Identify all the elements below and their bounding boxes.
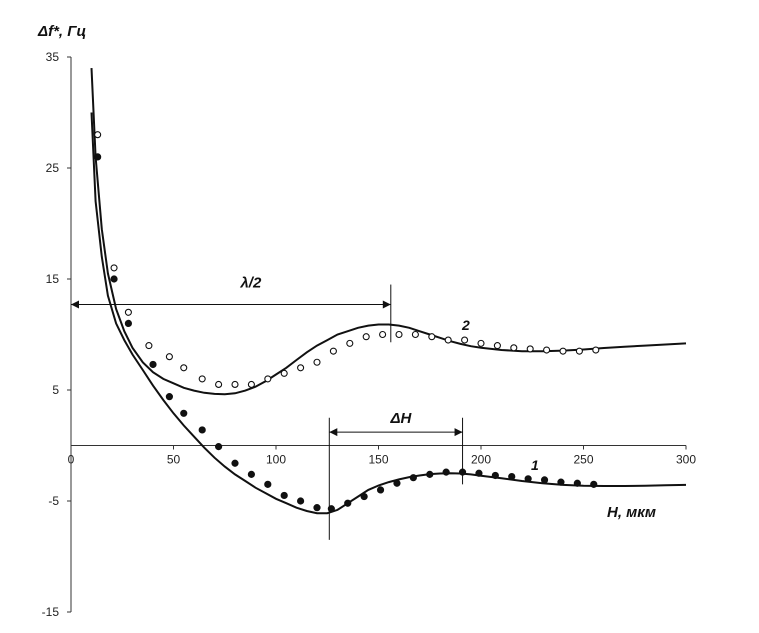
series-2-point [313,358,321,366]
series-1-point [344,499,352,507]
y-axis-title: Δf*, Гц [37,23,86,40]
series-1-point [475,469,483,477]
series-label-1: 1 [531,457,539,473]
series-1-point [376,486,385,494]
series-2-point [362,333,370,341]
series-2-point [461,336,469,344]
series-1-point [247,470,255,478]
series-1-point [540,476,549,484]
x-tick-label: 250 [573,453,593,467]
series-1-point [94,153,102,161]
y-tick-label: -5 [48,494,59,508]
y-tick-label: 5 [52,383,59,397]
series-2-point [198,375,206,383]
series-2-point [94,131,102,139]
x-tick-label: 200 [471,453,491,467]
x-tick-label: 100 [266,453,286,467]
x-tick-label: 150 [368,453,388,467]
series-2-point [297,364,305,372]
series-1-point [280,491,288,500]
series-2-point [145,342,153,350]
points-layer [94,131,600,513]
series-2-point [444,336,452,344]
series-2-point [329,347,337,355]
series-1-point [557,478,565,486]
series-2-point [215,380,223,389]
series-2-point [110,264,118,272]
series-1-point [180,409,188,417]
series-1-point [426,470,434,478]
series-1-point [573,479,581,487]
series-2-point [346,339,354,347]
y-tick-label: 15 [46,272,60,286]
series-2-point [264,375,272,383]
arrowhead [382,300,391,309]
series-1-point [524,475,532,483]
series-2-point [559,347,567,355]
series-1-point [198,426,206,434]
series-1-point [442,468,450,476]
y-tick-label: 25 [46,161,60,175]
series-1-point [393,479,401,487]
series-1-point [215,443,223,451]
y-tick-label: -15 [42,605,60,619]
series-label-2: 2 [461,317,470,333]
curves-layer [90,68,687,515]
series-2-point [247,380,255,389]
series-1-point [264,480,272,488]
series-2-point [592,346,600,354]
series-2-point [575,347,583,355]
series-2-point [180,364,188,372]
series-2-point [280,369,288,377]
series-1-point [124,319,132,327]
y-tick-label: 35 [46,50,60,64]
series-2-point [379,330,387,339]
series-2-point [493,342,501,350]
axes-layer: 35 25 15 5 -5 -15 0 50 100 150 200 250 300 [42,50,697,619]
x-tick-label: 50 [167,453,181,467]
series-1-point [149,360,157,369]
series-2-point [526,345,534,353]
series-1-point [508,472,516,481]
series-1-point [409,474,417,482]
x-tick-label: 300 [676,453,696,467]
series-2-curve [90,68,687,396]
series-1-point [313,504,321,512]
series-2-point [477,339,485,347]
series-2-point [395,330,403,339]
annotation-label-delta-h: ΔH [389,410,412,427]
series-2-point [411,330,419,339]
x-tick-label: 0 [68,453,75,467]
series-2-point [543,346,551,354]
series-1-point [360,492,368,501]
annotations-layer [71,284,464,540]
annotation-label-half-wavelength: λ/2 [239,275,262,292]
arrowhead [454,428,463,437]
series-1-point [590,480,598,488]
series-1-point [491,471,499,480]
series-1-point [297,497,305,505]
x-axis-title: H, мкм [607,504,656,521]
series-2-point [428,333,436,341]
series-1-point [110,275,118,283]
series-2-point [510,344,518,352]
series-2-point [231,380,239,389]
series-1-curve [90,112,687,515]
series-2-point [165,353,173,361]
arrowhead [71,300,79,309]
series-1-point [231,459,239,467]
series-1-point [165,393,173,401]
series-2-point [124,308,132,316]
arrowhead [329,428,338,437]
